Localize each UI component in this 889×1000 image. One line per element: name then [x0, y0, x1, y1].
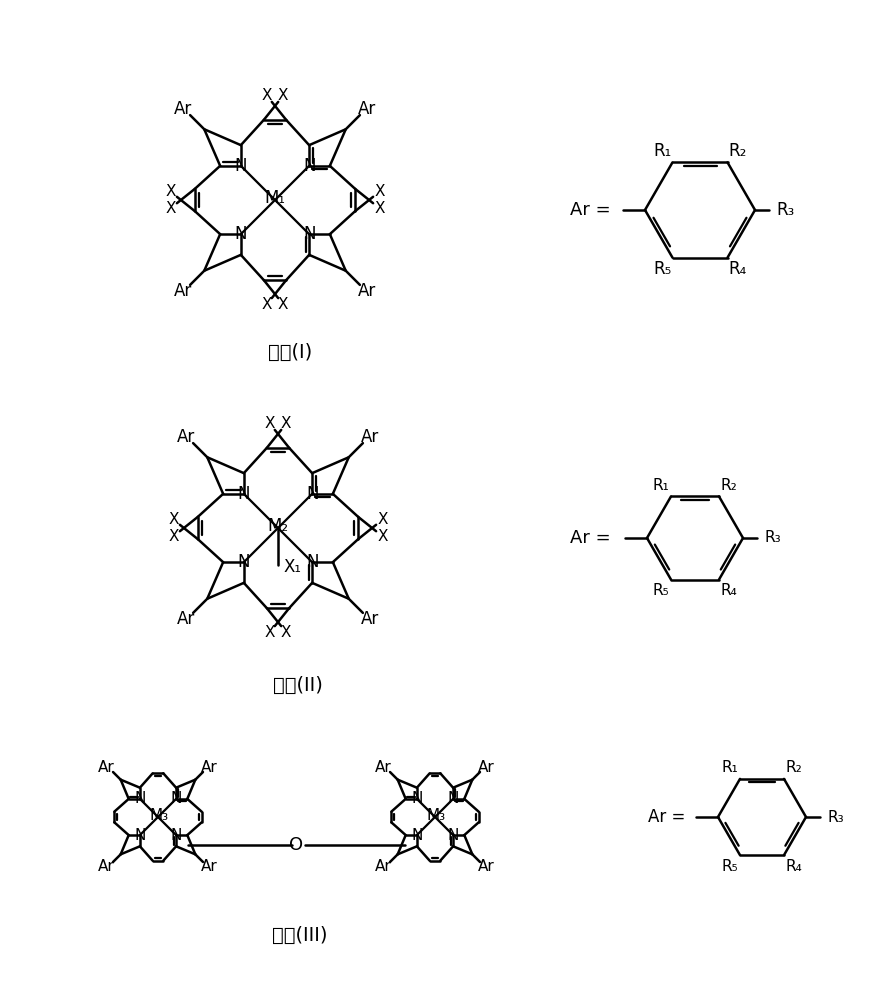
- Text: R₅: R₅: [653, 260, 671, 278]
- Text: X: X: [278, 88, 288, 103]
- Text: N: N: [447, 791, 459, 806]
- Text: 通式(II): 通式(II): [273, 676, 323, 694]
- Text: X: X: [374, 201, 385, 216]
- Text: Ar: Ar: [375, 859, 392, 874]
- Text: Ar: Ar: [478, 859, 494, 874]
- Text: O: O: [290, 836, 303, 854]
- Text: N: N: [306, 485, 318, 503]
- Text: N: N: [171, 828, 181, 843]
- Text: Ar =: Ar =: [570, 529, 611, 547]
- Text: R₃: R₃: [828, 810, 845, 824]
- Text: N: N: [303, 157, 316, 175]
- Text: R₂: R₂: [786, 760, 803, 775]
- Text: N: N: [235, 225, 247, 243]
- Text: Ar: Ar: [99, 760, 115, 775]
- Text: X: X: [168, 512, 179, 527]
- Text: Ar: Ar: [361, 428, 379, 446]
- Text: R₂: R₂: [728, 142, 747, 160]
- Text: X: X: [265, 625, 275, 640]
- Text: Ar: Ar: [177, 610, 196, 628]
- Text: R₄: R₄: [728, 260, 747, 278]
- Text: N: N: [237, 485, 250, 503]
- Text: 通式(I): 通式(I): [268, 342, 312, 361]
- Text: X₁: X₁: [283, 558, 301, 576]
- Text: X: X: [165, 184, 176, 199]
- Text: Ar: Ar: [478, 760, 494, 775]
- Text: Ar: Ar: [201, 859, 218, 874]
- Text: N: N: [171, 791, 181, 806]
- Text: Ar: Ar: [375, 760, 392, 775]
- Text: X: X: [165, 201, 176, 216]
- Text: Ar =: Ar =: [570, 201, 611, 219]
- Text: Ar: Ar: [177, 428, 196, 446]
- Text: R₄: R₄: [721, 583, 737, 598]
- Text: X: X: [278, 297, 288, 312]
- Text: X: X: [261, 88, 272, 103]
- Text: 通式(III): 通式(III): [272, 926, 328, 944]
- Text: X: X: [265, 416, 275, 431]
- Text: R₂: R₂: [721, 478, 737, 493]
- Text: R₄: R₄: [786, 859, 803, 874]
- Text: N: N: [412, 791, 422, 806]
- Text: X: X: [377, 512, 388, 527]
- Text: Ar =: Ar =: [648, 808, 685, 826]
- Text: Ar: Ar: [99, 859, 115, 874]
- Text: N: N: [306, 553, 318, 571]
- Text: N: N: [134, 828, 146, 843]
- Text: N: N: [237, 553, 250, 571]
- Text: Ar: Ar: [174, 282, 192, 300]
- Text: N: N: [447, 828, 459, 843]
- Text: X: X: [281, 416, 292, 431]
- Text: X: X: [261, 297, 272, 312]
- Text: X: X: [168, 529, 179, 544]
- Text: R₁: R₁: [653, 142, 671, 160]
- Text: M₃: M₃: [427, 808, 445, 822]
- Text: Ar: Ar: [358, 282, 376, 300]
- Text: M₃: M₃: [149, 808, 169, 822]
- Text: Ar: Ar: [174, 100, 192, 118]
- Text: N: N: [134, 791, 146, 806]
- Text: R₃: R₃: [765, 530, 781, 546]
- Text: N: N: [303, 225, 316, 243]
- Text: M₁: M₁: [265, 189, 285, 207]
- Text: X: X: [374, 184, 385, 199]
- Text: Ar: Ar: [361, 610, 379, 628]
- Text: R₅: R₅: [722, 859, 738, 874]
- Text: Ar: Ar: [358, 100, 376, 118]
- Text: X: X: [377, 529, 388, 544]
- Text: R₁: R₁: [653, 478, 669, 493]
- Text: M₂: M₂: [268, 517, 289, 535]
- Text: N: N: [412, 828, 422, 843]
- Text: N: N: [235, 157, 247, 175]
- Text: R₅: R₅: [653, 583, 669, 598]
- Text: Ar: Ar: [201, 760, 218, 775]
- Text: X: X: [281, 625, 292, 640]
- Text: R₁: R₁: [722, 760, 739, 775]
- Text: R₃: R₃: [776, 201, 794, 219]
